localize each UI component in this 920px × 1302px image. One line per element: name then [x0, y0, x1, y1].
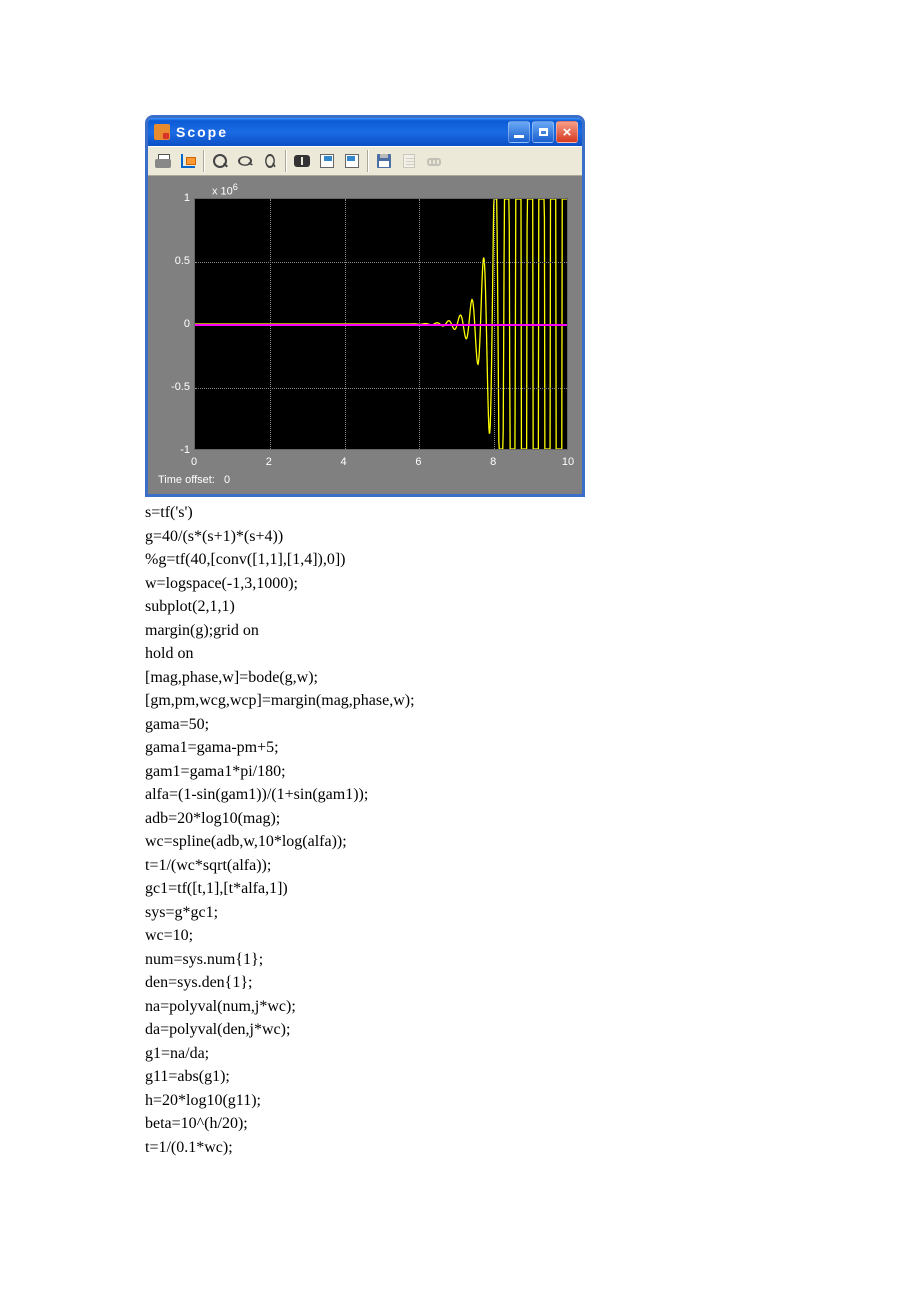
code-line: beta=10^(h/20); [145, 1112, 775, 1136]
code-line: den=sys.den{1}; [145, 971, 775, 995]
y-tick-label: -1 [158, 444, 190, 456]
code-line: t=1/(wc*sqrt(alfa)); [145, 854, 775, 878]
code-line: gam1=gama1*pi/180; [145, 760, 775, 784]
zoom-y-icon[interactable] [258, 149, 282, 173]
toolbar-separator [285, 150, 287, 172]
minimize-button[interactable] [508, 121, 530, 143]
titlebar[interactable]: Scope × [148, 118, 582, 146]
parameters-icon[interactable] [176, 149, 200, 173]
code-line: wc=10; [145, 924, 775, 948]
zoom-in-icon[interactable] [208, 149, 232, 173]
code-line: %g=tf(40,[conv([1,1],[1,4]),0]) [145, 548, 775, 572]
exponent-label: x 106 [212, 182, 238, 198]
plot-area[interactable] [194, 198, 568, 450]
x-tick-label: 10 [562, 456, 574, 468]
gridline-horizontal [195, 388, 567, 389]
unlink-icon [422, 149, 446, 173]
y-tick-label: 1 [158, 192, 190, 204]
gridline-horizontal [195, 262, 567, 263]
code-line: [mag,phase,w]=bode(g,w); [145, 666, 775, 690]
code-line: [gm,pm,wcg,wcp]=margin(mag,phase,w); [145, 689, 775, 713]
autoscale-icon[interactable] [290, 149, 314, 173]
exp-text: x 10 [212, 186, 233, 198]
code-line: wc=spline(adb,w,10*log(alfa)); [145, 830, 775, 854]
code-line: margin(g);grid on [145, 619, 775, 643]
code-line: gama1=gama-pm+5; [145, 736, 775, 760]
code-line: g11=abs(g1); [145, 1065, 775, 1089]
code-line: w=logspace(-1,3,1000); [145, 572, 775, 596]
code-line: num=sys.num{1}; [145, 948, 775, 972]
plot-frame: x 106 0246810-1-0.500.51 [158, 182, 572, 470]
zoom-x-icon[interactable] [233, 149, 257, 173]
y-tick-label: 0.5 [158, 255, 190, 267]
toolbar-separator [203, 150, 205, 172]
save-config-icon[interactable] [315, 149, 339, 173]
floppy-icon[interactable] [372, 149, 396, 173]
toolbar-separator [367, 150, 369, 172]
close-button[interactable]: × [556, 121, 578, 143]
y-tick-label: -0.5 [158, 381, 190, 393]
print-icon[interactable] [151, 149, 175, 173]
code-line: da=polyval(den,j*wc); [145, 1018, 775, 1042]
time-offset-label: Time offset: 0 [158, 474, 572, 486]
code-line: g=40/(s*(s+1)*(s+4)) [145, 525, 775, 549]
zero-line [195, 324, 567, 326]
doc-icon [397, 149, 421, 173]
code-line: alfa=(1-sin(gam1))/(1+sin(gam1)); [145, 783, 775, 807]
code-line: subplot(2,1,1) [145, 595, 775, 619]
code-listing: s=tf('s')g=40/(s*(s+1)*(s+4))%g=tf(40,[c… [145, 501, 775, 1159]
scope-window: Scope × x 106 0246810-1-0.500.51 Time of… [145, 115, 585, 497]
x-tick-label: 6 [415, 456, 421, 468]
code-line: gama=50; [145, 713, 775, 737]
x-tick-label: 2 [266, 456, 272, 468]
code-line: adb=20*log10(mag); [145, 807, 775, 831]
x-tick-label: 0 [191, 456, 197, 468]
x-tick-label: 4 [341, 456, 347, 468]
time-offset-text: Time offset: [158, 474, 215, 486]
time-offset-value: 0 [224, 474, 230, 486]
app-icon [154, 124, 170, 140]
exp-power: 6 [233, 182, 238, 192]
code-line: sys=g*gc1; [145, 901, 775, 925]
code-line: na=polyval(num,j*wc); [145, 995, 775, 1019]
window-buttons: × [508, 121, 578, 143]
code-line: t=1/(0.1*wc); [145, 1136, 775, 1160]
code-line: g1=na/da; [145, 1042, 775, 1066]
code-line: hold on [145, 642, 775, 666]
window-title: Scope [176, 124, 508, 140]
code-line: gc1=tf([t,1],[t*alfa,1]) [145, 877, 775, 901]
toolbar [148, 146, 582, 176]
scope-body: x 106 0246810-1-0.500.51 Time offset: 0 [148, 176, 582, 494]
code-line: h=20*log10(g11); [145, 1089, 775, 1113]
restore-config-icon[interactable] [340, 149, 364, 173]
y-tick-label: 0 [158, 318, 190, 330]
maximize-button[interactable] [532, 121, 554, 143]
code-line: s=tf('s') [145, 501, 775, 525]
x-tick-label: 8 [490, 456, 496, 468]
